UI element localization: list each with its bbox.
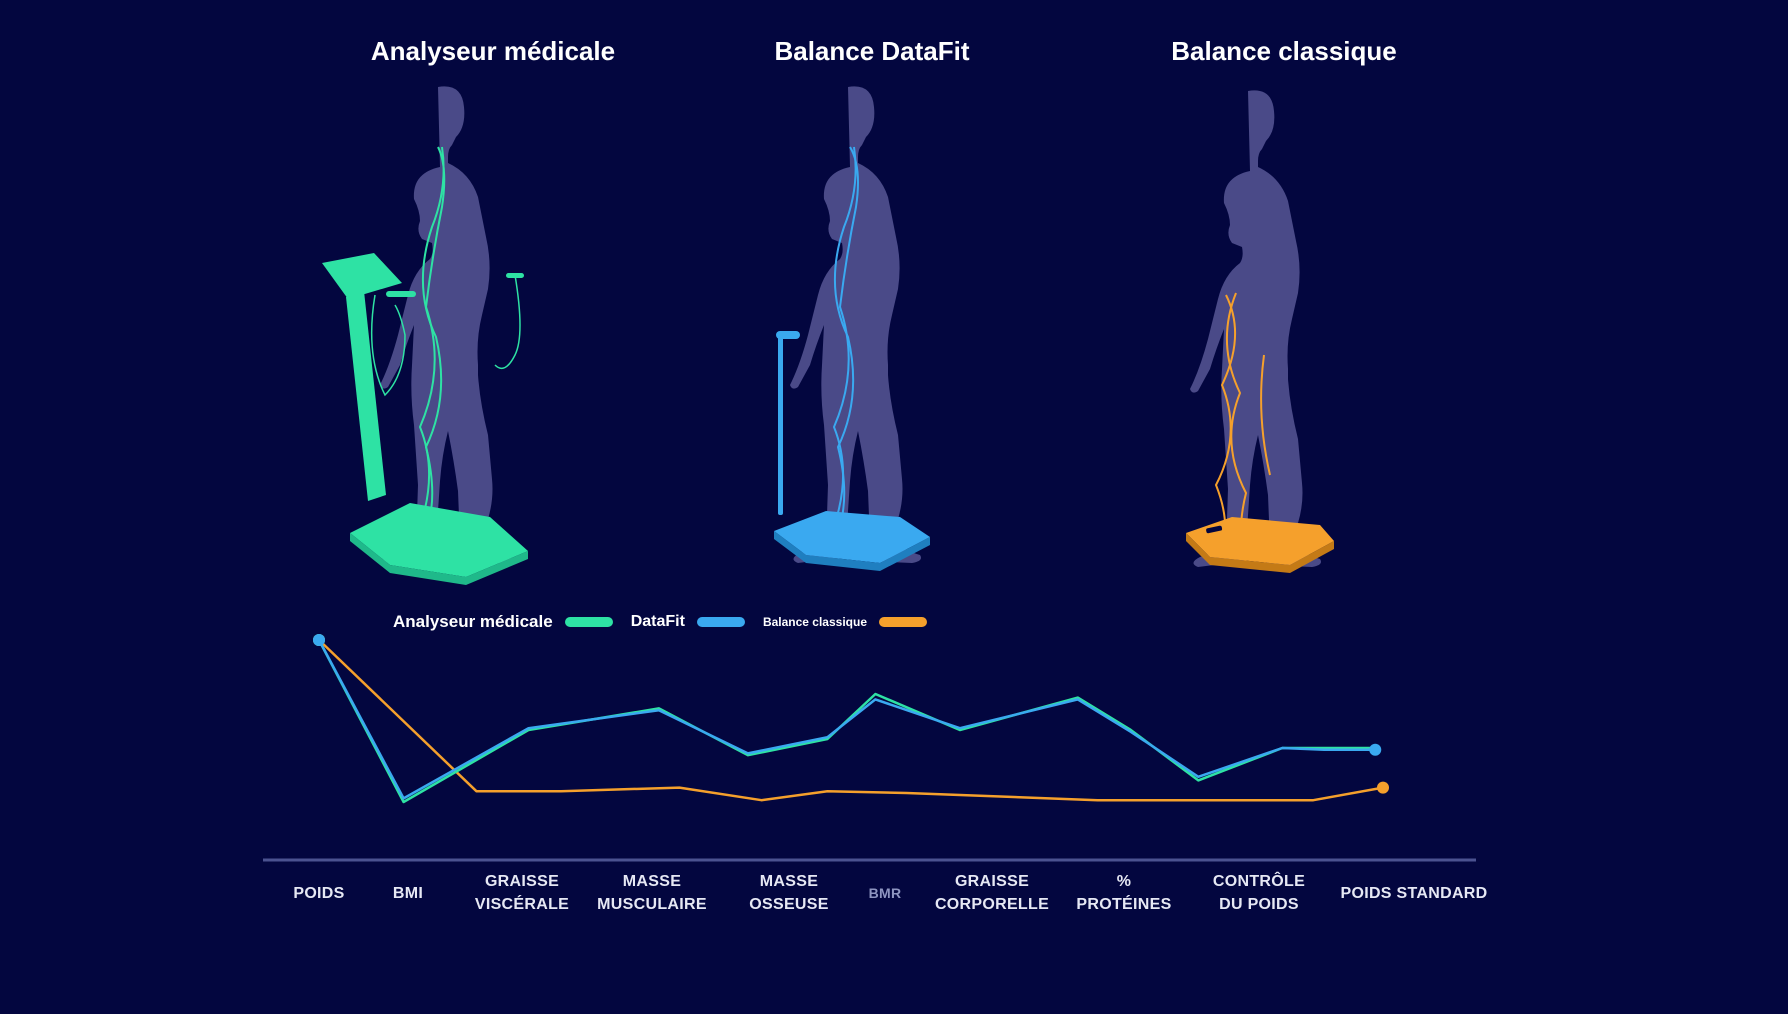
x-tick-label-line: MUSCULAIRE (597, 896, 707, 913)
series-point-classic (1377, 781, 1389, 794)
legend-label-classic: Balance classique (762, 615, 867, 629)
legend-swatch-medical (564, 617, 613, 627)
analyzer-column (346, 291, 386, 501)
handle (506, 273, 524, 278)
x-tick-label-line: PROTÉINES (1076, 896, 1172, 913)
x-tick-label-line: DU POIDS (1219, 896, 1299, 913)
analyzer-display (322, 253, 402, 299)
classic-scale (1186, 517, 1334, 565)
x-tick-label-line: VISCÉRALE (474, 896, 570, 913)
x-tick-label: MASSE MUSCULAIRE (577, 870, 727, 916)
classic-scale-figure (1186, 90, 1334, 573)
current-line (421, 146, 445, 518)
series-line-classic (318, 639, 1384, 802)
x-tick-label-line: % (1116, 873, 1132, 890)
x-tick-label: GRAISSE CORPORELLE (917, 870, 1067, 916)
title-analyseur-medicale: Analyseur médicale (370, 36, 616, 66)
silhouette (790, 86, 921, 563)
x-tick-label-line: CORPORELLE (934, 896, 1050, 913)
legend-label-datafit: DataFit (630, 613, 685, 630)
x-tick-label-line: OSSEUSE (749, 896, 829, 913)
x-tick-label: % PROTÉINES (1049, 870, 1199, 916)
x-tick-label: POIDS STANDARD (1339, 882, 1489, 905)
x-tick-label-line: GRAISSE (484, 873, 560, 890)
title-balance-datafit: Balance DataFit (774, 36, 970, 66)
x-tick-label: MASSE OSSEUSE (714, 870, 864, 916)
analyzer-base (350, 503, 528, 577)
x-tick-label-line: CONTRÔLE (1212, 873, 1306, 890)
series-point-datafit (1369, 743, 1382, 756)
current-line (833, 146, 857, 518)
series-line-datafit (317, 639, 1376, 800)
x-tick-label-line: BMR (868, 885, 902, 901)
silhouette (1190, 90, 1321, 567)
x-tick-label-line: POIDS STANDARD (1340, 885, 1488, 902)
x-tick-label: CONTRÔLE DU POIDS (1184, 870, 1334, 916)
current-line (1260, 354, 1271, 476)
x-tick-label-line: GRAISSE (954, 873, 1030, 890)
scale-handle-slot (1206, 525, 1223, 534)
title-balance-classique: Balance classique (1171, 36, 1397, 66)
x-tick-label-line: POIDS (293, 885, 345, 902)
handle (386, 291, 416, 297)
datafit-scale-figure (774, 86, 930, 571)
x-tick-label: BMR (810, 882, 960, 905)
cable (370, 294, 406, 397)
cable (494, 274, 521, 370)
handle-grip (776, 331, 800, 339)
x-tick-label: GRAISSE VISCÉRALE (447, 870, 597, 916)
x-tick-label-line: MASSE (759, 873, 819, 890)
legend-swatch-datafit (696, 617, 745, 627)
datafit-scale (774, 511, 930, 563)
comparison-line-chart (263, 634, 1476, 862)
legend-swatch-classic (879, 617, 927, 627)
chart-legend: Analyseur médicale DataFit Balance class… (393, 608, 945, 636)
x-tick-label: BMI (333, 882, 483, 905)
series-point-datafit (313, 634, 325, 646)
silhouette (380, 86, 511, 563)
legend-label-medical: Analyseur médicale (393, 612, 553, 631)
x-tick-label-line: BMI (392, 885, 424, 902)
current-line (829, 146, 859, 538)
x-tick-label: POIDS (244, 882, 394, 905)
handle-bar (778, 335, 783, 515)
x-tick-label-line: MASSE (622, 873, 682, 890)
medical-analyzer-figure (322, 86, 528, 585)
